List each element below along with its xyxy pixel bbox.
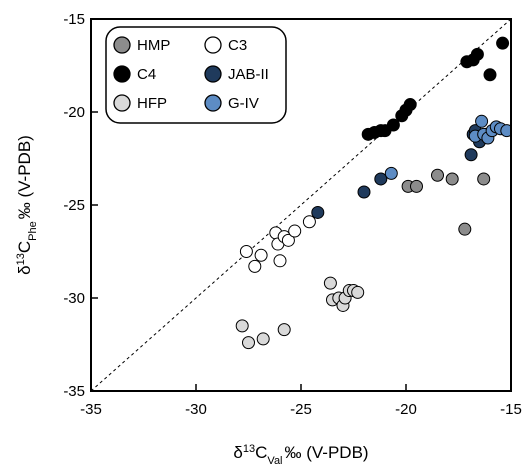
x-axis-title: δ13CVal ‰ (V-PDB) (233, 443, 368, 467)
x-tick-label: -30 (185, 401, 207, 418)
legend-marker-hfp (113, 94, 131, 112)
legend-label-jab-ii: JAB-II (228, 66, 269, 83)
legend-marker-hmp (113, 36, 131, 54)
point-c3 (288, 224, 302, 238)
point-hfp (277, 323, 291, 337)
point-c3 (273, 254, 287, 268)
plot-area (90, 18, 512, 392)
point-hmp (445, 172, 459, 186)
legend-box (105, 26, 287, 124)
y-axis: -35 -30 -25 -20 -15 (63, 11, 98, 400)
y-axis-title: δ13CPhe‰ (V-PDB) (15, 135, 39, 275)
point-hfp (256, 332, 270, 346)
legend-marker-jab-ii (204, 65, 222, 83)
point-hfp (351, 285, 365, 299)
y-tick-label: -35 (63, 383, 85, 400)
legend-label-g-iv: G-IV (228, 95, 259, 112)
legend-label-hmp: HMP (137, 37, 170, 54)
point-g-iv (500, 124, 511, 138)
point-jab-ii (311, 205, 325, 219)
point-jab-ii (357, 185, 371, 199)
x-tick-label: -35 (80, 401, 102, 418)
point-hmp (431, 168, 444, 182)
point-c4 (496, 36, 510, 50)
point-c3 (239, 245, 253, 258)
y-tick-label: -20 (63, 104, 85, 121)
legend-label-hfp: HFP (137, 95, 167, 112)
legend-marker-g-iv (204, 94, 222, 112)
y-tick-label: -30 (63, 290, 85, 307)
point-c3 (254, 248, 268, 262)
data-points (235, 36, 511, 350)
legend-label-c3: C3 (228, 37, 247, 54)
x-tick-label: -15 (500, 401, 522, 418)
point-hmp (458, 222, 472, 236)
legend: HMP C3 C4 JAB-II HFP G-IV (105, 26, 287, 124)
point-c4 (483, 68, 497, 82)
legend-marker-c3 (204, 36, 222, 54)
point-c3 (248, 259, 262, 273)
point-c3 (281, 233, 295, 247)
legend-marker-c4 (113, 65, 131, 83)
point-hfp (323, 276, 337, 290)
point-hmp (477, 172, 491, 186)
point-c3 (302, 215, 316, 229)
point-jab-ii (464, 148, 478, 162)
point-c4 (470, 47, 484, 61)
point-hmp (410, 179, 423, 193)
point-g-iv (384, 166, 398, 180)
point-c4 (403, 98, 417, 112)
point-g-iv (475, 114, 489, 128)
x-tick-label: -20 (395, 401, 417, 418)
point-c4 (386, 118, 400, 132)
x-axis: -35 -30 -25 -20 -15 (80, 384, 522, 418)
point-hfp (235, 319, 249, 333)
point-hfp (242, 336, 255, 350)
x-tick-label: -25 (290, 401, 312, 418)
y-tick-label: -15 (63, 11, 85, 28)
y-tick-label: -25 (63, 197, 85, 214)
point-jab-ii (374, 172, 388, 186)
legend-label-c4: C4 (137, 66, 156, 83)
